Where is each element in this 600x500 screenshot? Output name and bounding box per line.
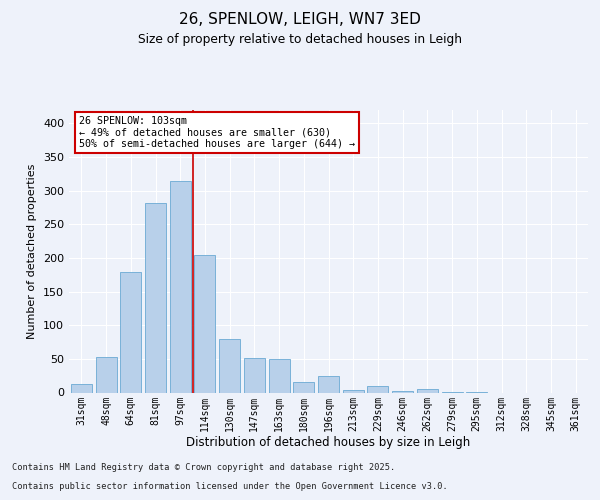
Y-axis label: Number of detached properties: Number of detached properties [28, 164, 37, 339]
Bar [269, 359, 290, 392]
Bar [170, 180, 191, 392]
Bar [392, 391, 413, 392]
X-axis label: Distribution of detached houses by size in Leigh: Distribution of detached houses by size … [187, 436, 470, 449]
Bar [71, 384, 92, 392]
Text: Contains public sector information licensed under the Open Government Licence v3: Contains public sector information licen… [12, 482, 448, 491]
Bar [318, 376, 339, 392]
Bar [343, 390, 364, 392]
Bar [417, 389, 438, 392]
Bar [145, 203, 166, 392]
Bar [95, 357, 116, 392]
Text: Size of property relative to detached houses in Leigh: Size of property relative to detached ho… [138, 32, 462, 46]
Text: Contains HM Land Registry data © Crown copyright and database right 2025.: Contains HM Land Registry data © Crown c… [12, 464, 395, 472]
Text: 26, SPENLOW, LEIGH, WN7 3ED: 26, SPENLOW, LEIGH, WN7 3ED [179, 12, 421, 28]
Bar [367, 386, 388, 392]
Bar [244, 358, 265, 392]
Text: 26 SPENLOW: 103sqm
← 49% of detached houses are smaller (630)
50% of semi-detach: 26 SPENLOW: 103sqm ← 49% of detached hou… [79, 116, 355, 149]
Bar [219, 338, 240, 392]
Bar [194, 256, 215, 392]
Bar [120, 272, 141, 392]
Bar [293, 382, 314, 392]
